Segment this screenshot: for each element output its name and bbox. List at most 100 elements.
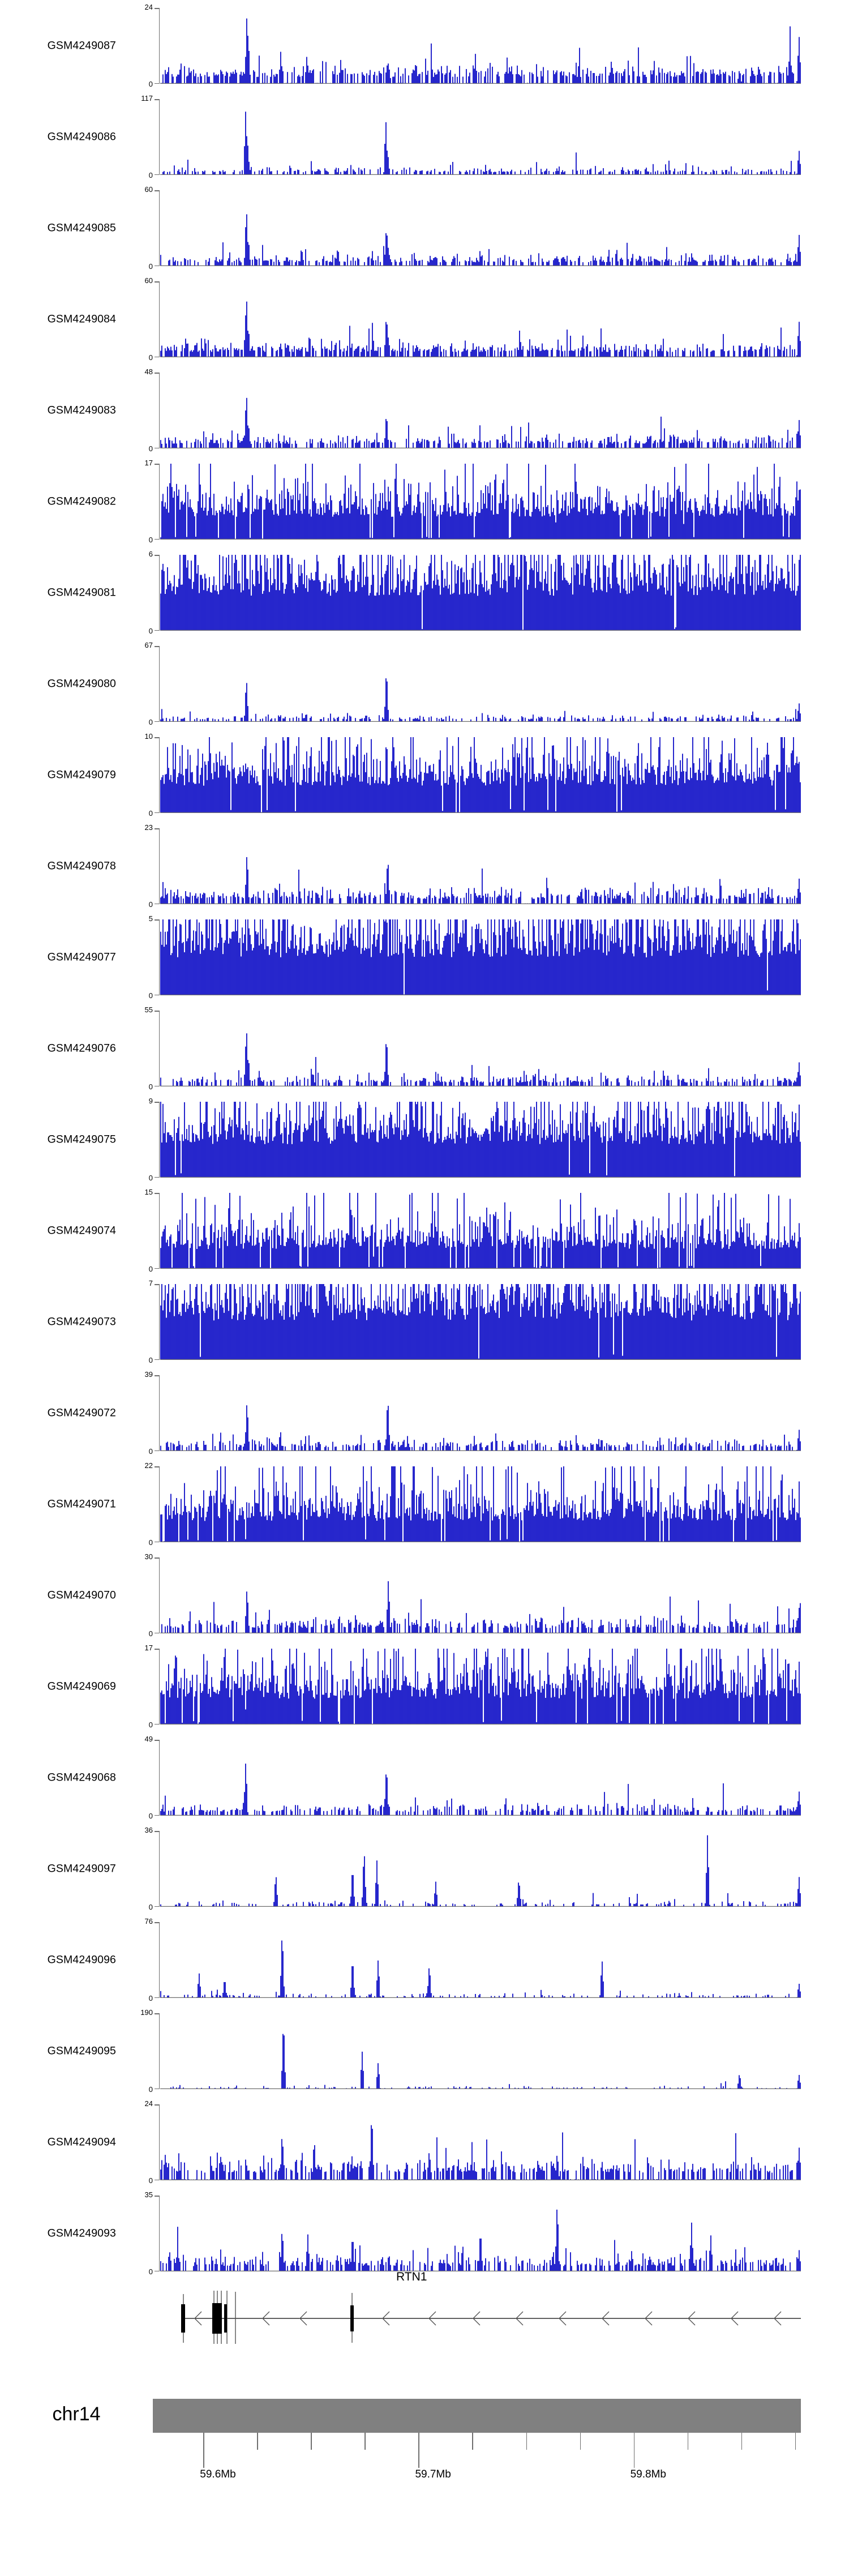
coverage-plot[interactable]	[160, 190, 801, 266]
coverage-track: GSM4249074 15 0	[0, 1185, 849, 1276]
coverage-plot[interactable]	[160, 1284, 801, 1360]
coverage-histogram	[160, 214, 801, 266]
coverage-plot[interactable]	[160, 828, 801, 904]
coverage-track: GSM4249068 49 0	[0, 1732, 849, 1823]
coverage-plot[interactable]	[160, 281, 801, 357]
coverage-plot[interactable]	[160, 1193, 801, 1269]
coverage-plot[interactable]	[160, 99, 801, 175]
axis-tick-bottom	[155, 83, 160, 84]
axis-max-label: 5	[148, 914, 153, 923]
axis-tick-top	[155, 919, 160, 921]
axis-tick-top	[155, 190, 160, 191]
track-y-axis: 24 0	[120, 3, 160, 88]
coverage-plot[interactable]	[160, 1102, 801, 1178]
ruler-label: 59.6Mb	[200, 2468, 236, 2480]
coverage-track: GSM4249084 60 0	[0, 273, 849, 365]
track-label: GSM4249080	[47, 677, 116, 690]
axis-min-label: 0	[148, 80, 153, 88]
coverage-histogram	[160, 1649, 801, 1725]
axis-line	[158, 2196, 160, 2271]
axis-min-label: 0	[148, 1812, 153, 1820]
coverage-histogram	[160, 1940, 801, 1998]
axis-tick-bottom	[155, 2270, 160, 2271]
coverage-plot[interactable]	[160, 1740, 801, 1816]
coverage-track: GSM4249071 22 0	[0, 1458, 849, 1550]
track-label: GSM4249076	[47, 1041, 116, 1054]
coverage-histogram	[160, 112, 801, 175]
axis-max-label: 117	[141, 94, 153, 102]
axis-tick-bottom	[155, 812, 160, 813]
axis-min-label: 0	[148, 991, 153, 1000]
coverage-track: GSM4249080 67 0	[0, 638, 849, 729]
axis-min-label: 0	[148, 2267, 153, 2276]
track-y-axis: 10 0	[120, 733, 160, 817]
axis-max-label: 190	[140, 2008, 153, 2017]
axis-tick-bottom	[155, 174, 160, 175]
coverage-plot[interactable]	[160, 1831, 801, 1907]
coverage-plot[interactable]	[160, 2104, 801, 2180]
axis-max-label: 30	[144, 1552, 153, 1561]
coverage-histogram	[160, 1193, 801, 1269]
ruler-major-tick	[418, 2433, 419, 2468]
axis-line	[158, 919, 160, 995]
axis-tick-top	[155, 2013, 160, 2014]
coverage-plot[interactable]	[160, 1011, 801, 1086]
axis-tick-bottom	[155, 447, 160, 448]
coverage-plot[interactable]	[160, 737, 801, 813]
track-y-axis: 60 0	[120, 277, 160, 361]
axis-min-label: 0	[148, 809, 153, 818]
coverage-plot[interactable]	[160, 373, 801, 448]
track-label: GSM4249072	[47, 1406, 116, 1419]
coverage-plot[interactable]	[160, 1557, 801, 1633]
track-y-axis: 60 0	[120, 186, 160, 270]
coverage-plot[interactable]	[160, 2196, 801, 2271]
coverage-plot[interactable]	[160, 646, 801, 722]
track-label: GSM4249085	[47, 221, 116, 234]
axis-tick-bottom	[155, 1450, 160, 1451]
axis-tick-bottom	[155, 265, 160, 266]
axis-line	[158, 99, 160, 175]
axis-min-label: 0	[148, 1356, 153, 1364]
chromosome-ruler-panel: chr14 59.6Mb 59.7Mb 59.8Mb	[0, 2386, 849, 2488]
coverage-plot[interactable]	[160, 8, 801, 84]
coverage-histogram	[160, 18, 801, 84]
track-label: GSM4249084	[47, 312, 116, 325]
axis-tick-top	[155, 2196, 160, 2197]
gene-model-graphic[interactable]	[153, 2286, 801, 2351]
coverage-track: GSM4249079 10 0	[0, 729, 849, 820]
coverage-plot[interactable]	[160, 2013, 801, 2089]
ruler-major-tick	[203, 2433, 204, 2468]
axis-tick-top	[155, 464, 160, 465]
axis-tick-top	[155, 1193, 160, 1194]
coverage-plot[interactable]	[160, 555, 801, 631]
coverage-plot[interactable]	[160, 1922, 801, 1998]
coverage-track: GSM4249087 24 0	[0, 0, 849, 91]
coverage-plot[interactable]	[160, 919, 801, 995]
coverage-track: GSM4249093 35 0	[0, 2188, 849, 2279]
coverage-plot[interactable]	[160, 464, 801, 540]
track-y-axis: 39 0	[120, 1371, 160, 1455]
axis-tick-bottom	[155, 1723, 160, 1725]
axis-max-label: 49	[144, 1735, 153, 1743]
ruler-minor-tick	[580, 2433, 581, 2450]
axis-tick-bottom	[155, 2179, 160, 2180]
axis-max-label: 6	[148, 550, 153, 558]
coverage-plot[interactable]	[160, 1466, 801, 1542]
coverage-plot[interactable]	[160, 1375, 801, 1451]
chromosome-bar[interactable]	[153, 2399, 801, 2433]
axis-max-label: 67	[144, 641, 153, 649]
coverage-track: GSM4249082 17 0	[0, 456, 849, 547]
axis-tick-top	[155, 1649, 160, 1650]
track-y-axis: 23 0	[120, 824, 160, 908]
coverage-plot[interactable]	[160, 1649, 801, 1725]
axis-max-label: 10	[144, 732, 153, 741]
coverage-track: GSM4249083 48 0	[0, 365, 849, 456]
track-label: GSM4249082	[47, 494, 116, 507]
axis-min-label: 0	[148, 2085, 153, 2094]
axis-line	[158, 1466, 160, 1542]
axis-min-label: 0	[148, 444, 153, 453]
